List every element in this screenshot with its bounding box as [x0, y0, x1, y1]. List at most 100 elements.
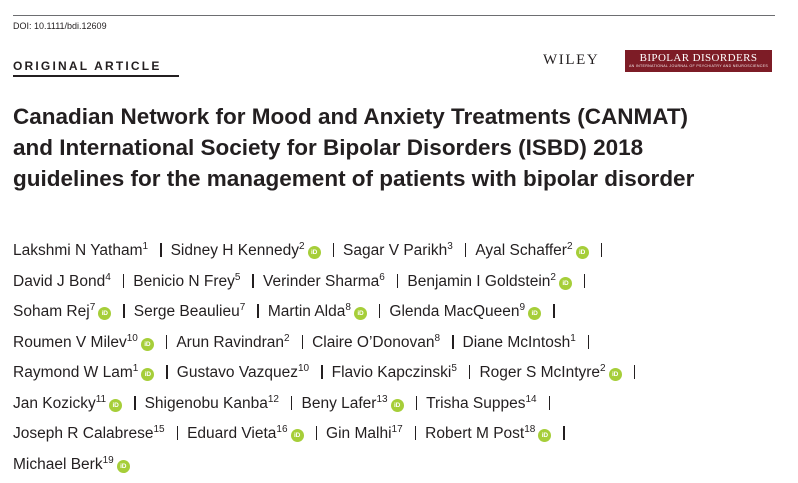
- author[interactable]: Diane McIntosh1: [462, 332, 576, 351]
- publisher-logo[interactable]: WILEY: [543, 52, 600, 68]
- orcid-icon[interactable]: iD: [575, 246, 589, 259]
- author[interactable]: Sagar V Parikh3: [343, 242, 453, 260]
- author[interactable]: Raymond W Lam1iD: [13, 363, 155, 381]
- author-name[interactable]: Sidney H Kennedy: [170, 242, 299, 259]
- author[interactable]: Michael Berk19iD: [13, 454, 130, 473]
- author-name[interactable]: Roumen V Milev: [13, 333, 127, 351]
- author[interactable]: Gustavo Vazquez10: [176, 363, 310, 382]
- author[interactable]: Verinder Sharma6: [262, 271, 385, 290]
- author[interactable]: Gin Malhi17: [326, 424, 403, 443]
- affiliation-number[interactable]: 5: [234, 271, 241, 283]
- affiliation-number[interactable]: 10: [298, 363, 310, 374]
- author-name[interactable]: Trisha Suppes: [426, 394, 526, 412]
- author-name[interactable]: Benjamin I Goldstein: [407, 272, 551, 290]
- orcid-icon[interactable]: iD: [307, 246, 321, 259]
- orcid-icon[interactable]: iD: [353, 307, 367, 320]
- author[interactable]: Soham Rej7iD: [13, 302, 112, 320]
- author[interactable]: Serge Beaulieu7: [133, 302, 246, 321]
- affiliation-number[interactable]: 2: [298, 241, 305, 252]
- author-name[interactable]: Martin Alda: [267, 303, 346, 320]
- affiliation-number[interactable]: 7: [239, 302, 246, 313]
- orcid-icon[interactable]: iD: [141, 368, 155, 381]
- orcid-icon[interactable]: iD: [390, 398, 404, 412]
- orcid-icon[interactable]: iD: [109, 398, 123, 412]
- author-name[interactable]: Raymond W Lam: [13, 364, 133, 381]
- affiliation-number[interactable]: 1: [570, 332, 576, 344]
- orcid-icon[interactable]: iD: [140, 337, 154, 351]
- affiliation-number[interactable]: 18: [524, 424, 536, 435]
- author-name[interactable]: Diane McIntosh: [462, 333, 571, 351]
- author[interactable]: Claire O’Donovan8: [312, 332, 441, 351]
- doi[interactable]: DOI: 10.1111/bdi.12609: [13, 21, 107, 31]
- author[interactable]: Roger S McIntyre2iD: [479, 363, 622, 381]
- author-name[interactable]: Sagar V Parikh: [343, 242, 448, 259]
- author-name[interactable]: Gin Malhi: [326, 425, 392, 442]
- doi-link[interactable]: DOI: 10.1111/bdi.12609: [13, 21, 107, 31]
- author[interactable]: Benicio N Frey5: [133, 271, 241, 290]
- author-name[interactable]: Benicio N Frey: [133, 272, 235, 290]
- affiliation-number[interactable]: 13: [376, 393, 388, 405]
- author[interactable]: Glenda MacQueen9iD: [389, 302, 542, 320]
- author[interactable]: Shigenobu Kanba12: [144, 393, 279, 412]
- orcid-icon[interactable]: iD: [98, 307, 112, 320]
- author-name[interactable]: Claire O’Donovan: [312, 333, 435, 351]
- author[interactable]: Beny Lafer13iD: [301, 393, 404, 412]
- affiliation-number[interactable]: 8: [434, 332, 441, 344]
- author[interactable]: Roumen V Milev10iD: [13, 332, 154, 351]
- author-name[interactable]: Beny Lafer: [301, 394, 377, 412]
- author[interactable]: Eduard Vieta16iD: [187, 424, 304, 442]
- author-name[interactable]: Ayal Schaffer: [475, 242, 567, 259]
- orcid-icon[interactable]: iD: [538, 429, 552, 442]
- author-name[interactable]: Lakshmi N Yatham: [13, 242, 143, 259]
- affiliation-number[interactable]: 17: [391, 424, 403, 435]
- affiliation-number[interactable]: 10: [126, 332, 138, 344]
- affiliation-number[interactable]: 9: [519, 302, 526, 313]
- author-name[interactable]: Shigenobu Kanba: [144, 394, 268, 412]
- author[interactable]: Ayal Schaffer2iD: [475, 242, 589, 259]
- affiliation-number[interactable]: 2: [284, 332, 290, 344]
- affiliation-number[interactable]: 7: [89, 302, 96, 313]
- orcid-icon[interactable]: iD: [528, 307, 542, 320]
- author-name[interactable]: Arun Ravindran: [176, 333, 285, 351]
- affiliation-number[interactable]: 1: [132, 363, 139, 374]
- author-name[interactable]: David J Bond: [13, 272, 106, 290]
- author-name[interactable]: Soham Rej: [13, 303, 90, 320]
- author-name[interactable]: Flavio Kapczinski: [331, 364, 452, 381]
- author[interactable]: David J Bond4: [13, 271, 111, 290]
- affiliation-number[interactable]: 15: [153, 424, 165, 435]
- affiliation-number[interactable]: 14: [525, 393, 537, 405]
- affiliation-number[interactable]: 8: [345, 302, 351, 313]
- author[interactable]: Lakshmi N Yatham1: [13, 242, 148, 260]
- author-name[interactable]: Glenda MacQueen: [389, 303, 520, 320]
- author-name[interactable]: Serge Beaulieu: [133, 303, 240, 320]
- author[interactable]: Sidney H Kennedy2iD: [171, 242, 321, 259]
- author-name[interactable]: Eduard Vieta: [187, 425, 277, 442]
- author-name[interactable]: Michael Berk: [13, 455, 103, 473]
- affiliation-number[interactable]: 11: [95, 393, 107, 405]
- orcid-icon[interactable]: iD: [558, 276, 572, 290]
- author-name[interactable]: Jan Kozicky: [13, 394, 96, 412]
- affiliation-number[interactable]: 4: [105, 271, 111, 283]
- affiliation-number[interactable]: 6: [379, 271, 385, 283]
- affiliation-number[interactable]: 12: [267, 393, 279, 405]
- journal-logo[interactable]: BIPOLAR DISORDERS AN INTERNATIONAL JOURN…: [625, 50, 772, 72]
- author[interactable]: Flavio Kapczinski5: [331, 363, 457, 382]
- author[interactable]: Joseph R Calabrese15: [13, 424, 165, 443]
- author[interactable]: Robert M Post18iD: [425, 424, 552, 442]
- author[interactable]: Benjamin I Goldstein2iD: [407, 271, 572, 290]
- affiliation-number[interactable]: 2: [550, 271, 556, 283]
- author-name[interactable]: Verinder Sharma: [262, 272, 380, 290]
- affiliation-number[interactable]: 19: [102, 454, 114, 466]
- author-name[interactable]: Roger S McIntyre: [479, 364, 601, 381]
- orcid-icon[interactable]: iD: [608, 368, 622, 381]
- author[interactable]: Jan Kozicky11iD: [13, 393, 123, 412]
- author-name[interactable]: Joseph R Calabrese: [13, 425, 154, 442]
- affiliation-number[interactable]: 2: [600, 363, 606, 374]
- author[interactable]: Trisha Suppes14: [426, 393, 537, 412]
- author-name[interactable]: Gustavo Vazquez: [176, 364, 298, 381]
- orcid-icon[interactable]: iD: [116, 459, 130, 473]
- author[interactable]: Martin Alda8iD: [268, 303, 367, 320]
- author-name[interactable]: Robert M Post: [425, 425, 525, 442]
- affiliation-number[interactable]: 16: [276, 424, 288, 435]
- affiliation-number[interactable]: 5: [451, 363, 457, 374]
